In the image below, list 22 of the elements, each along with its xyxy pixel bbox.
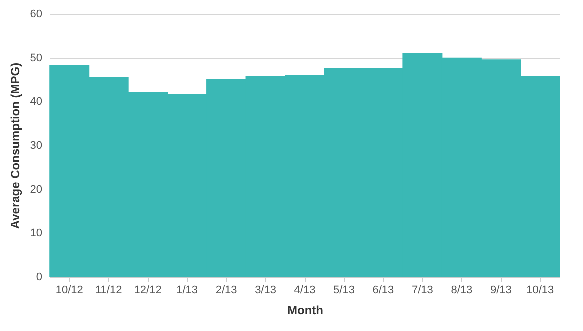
y-tick-label: 0 <box>36 272 42 284</box>
x-tick-label: 6/13 <box>372 284 394 296</box>
x-tick-label: 9/13 <box>490 284 512 296</box>
y-tick-label: 10 <box>30 228 42 240</box>
x-tick-label: 1/13 <box>176 284 198 296</box>
x-tick-label: 7/13 <box>412 284 434 296</box>
x-tick-label: 4/13 <box>294 284 316 296</box>
x-tick-label: 5/13 <box>334 284 355 296</box>
y-tick-label: 40 <box>30 96 42 108</box>
y-tick-label: 60 <box>30 8 42 20</box>
x-tick-label: 2/13 <box>216 284 238 296</box>
y-tick-label: 30 <box>30 140 42 152</box>
x-axis-title: Month <box>288 304 324 318</box>
y-axis-title: Average Consumption (MPG) <box>8 62 22 230</box>
y-tick-label: 50 <box>30 52 42 64</box>
x-tick-label: 12/12 <box>134 284 162 296</box>
x-tick-label: 11/12 <box>95 284 122 296</box>
x-tick-label: 10/13 <box>526 284 554 296</box>
x-tick-label: 8/13 <box>451 284 473 296</box>
x-tick-label: 10/12 <box>56 284 84 296</box>
x-tick-label: 3/13 <box>255 284 276 296</box>
y-tick-label: 20 <box>30 184 42 196</box>
